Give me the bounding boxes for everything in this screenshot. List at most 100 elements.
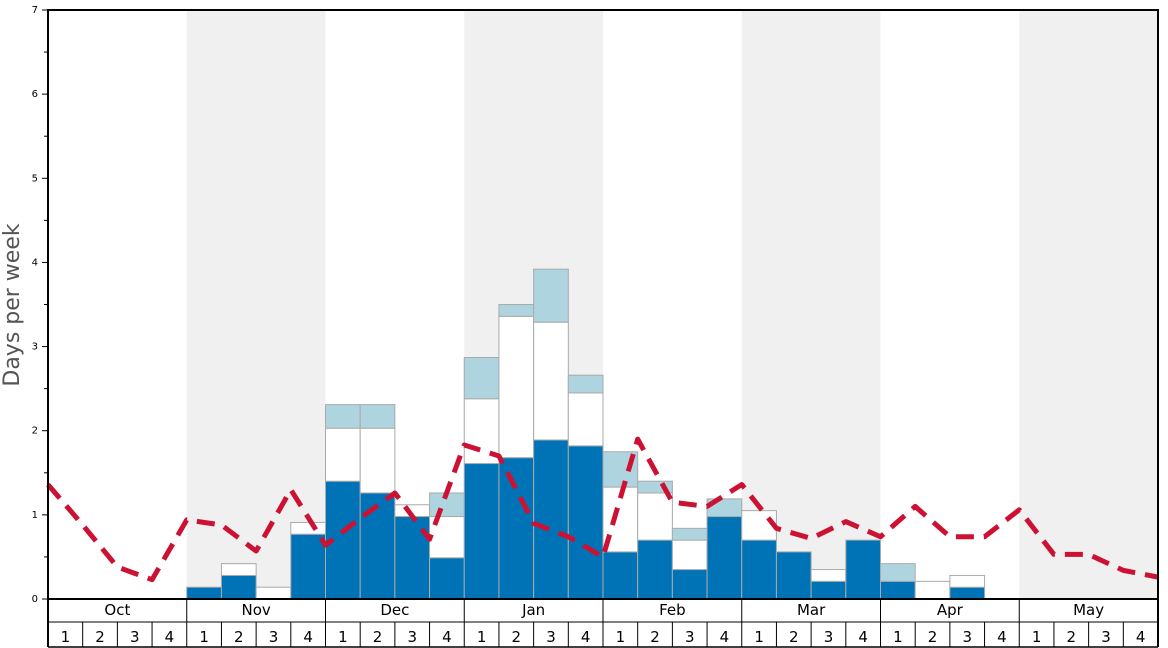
bar-primary-week-17 (602, 551, 639, 600)
month-shade-nov (186, 10, 326, 599)
month-shade-may (1019, 10, 1158, 599)
bar-secondary-week-26 (914, 580, 951, 600)
week-label-jan-2: 2 (512, 628, 522, 646)
month-label-nov: Nov (241, 601, 270, 619)
week-label-apr-3: 3 (962, 628, 972, 646)
bar-primary-week-6 (220, 574, 257, 600)
week-label-may-1: 1 (1032, 628, 1042, 646)
bar-primary-week-19 (671, 569, 708, 600)
month-shade-mar (741, 10, 881, 599)
bar-primary-week-14 (498, 457, 535, 600)
bar-primary-week-22 (775, 551, 812, 600)
week-label-may-2: 2 (1067, 628, 1077, 646)
month-label-apr: Apr (937, 601, 964, 619)
week-label-dec-3: 3 (407, 628, 417, 646)
dashed-line-series (46, 436, 1159, 583)
bar-secondary-week-7 (255, 586, 292, 600)
bar-primary-week-10 (359, 492, 396, 600)
week-label-feb-1: 1 (616, 628, 626, 646)
bar-secondary-week-14 (498, 315, 535, 459)
bar-secondary-week-10 (359, 427, 396, 494)
y-tick-label: 3 (32, 342, 38, 353)
bar-tertiary-week-25 (880, 563, 916, 582)
bar-primary-week-24 (845, 539, 881, 600)
bar-secondary-week-16 (567, 392, 604, 447)
y-tick-label: 7 (32, 5, 38, 16)
month-label-oct: Oct (104, 601, 130, 619)
bar-primary-week-18 (637, 539, 673, 600)
bar-primary-week-5 (186, 586, 222, 600)
week-label-apr-2: 2 (928, 628, 938, 646)
bar-tertiary-week-15 (533, 268, 569, 323)
y-tick-label: 1 (32, 510, 38, 521)
week-label-dec-4: 4 (442, 628, 452, 646)
bar-tertiary-week-10 (359, 404, 396, 429)
month-label-may: May (1073, 601, 1104, 619)
y-tick-label: 5 (32, 173, 38, 184)
week-label-may-3: 3 (1101, 628, 1111, 646)
bar-tertiary-week-9 (325, 404, 361, 429)
month-label-jan: Jan (521, 601, 545, 619)
y-tick-label: 2 (32, 426, 38, 437)
bar-primary-week-27 (949, 586, 986, 600)
y-tick-label: 4 (32, 257, 38, 268)
bar-secondary-week-15 (533, 321, 569, 441)
week-label-mar-3: 3 (824, 628, 834, 646)
week-label-nov-2: 2 (234, 628, 244, 646)
week-label-feb-2: 2 (650, 628, 660, 646)
week-label-apr-4: 4 (997, 628, 1007, 646)
bar-tertiary-week-16 (567, 374, 604, 394)
bar-secondary-week-8 (290, 521, 326, 535)
y-tick-label: 0 (32, 594, 38, 605)
line-series-1 (46, 436, 1159, 583)
bar-tertiary-week-18 (637, 480, 673, 494)
month-label-feb: Feb (659, 601, 686, 619)
bar-primary-week-16 (567, 445, 604, 600)
month-label-mar: Mar (797, 601, 826, 619)
bar-primary-week-23 (810, 580, 847, 600)
y-axis-label: Days per week (0, 223, 25, 386)
week-label-oct-4: 4 (165, 628, 175, 646)
y-tick-label: 6 (32, 89, 38, 100)
bar-secondary-week-19 (671, 539, 708, 571)
week-label-may-4: 4 (1136, 628, 1146, 646)
week-label-oct-3: 3 (130, 628, 140, 646)
week-label-jan-3: 3 (546, 628, 556, 646)
week-label-dec-2: 2 (373, 628, 383, 646)
week-label-oct-1: 1 (61, 628, 71, 646)
bar-primary-week-12 (429, 557, 465, 600)
week-label-feb-4: 4 (720, 628, 730, 646)
bar-primary-week-25 (880, 580, 916, 600)
bar-secondary-week-23 (810, 569, 847, 582)
bar-tertiary-week-13 (463, 357, 500, 400)
week-label-jan-4: 4 (581, 628, 591, 646)
bar-primary-week-8 (290, 533, 326, 600)
week-label-feb-3: 3 (685, 628, 695, 646)
week-label-jan-1: 1 (477, 628, 487, 646)
bar-secondary-week-27 (949, 574, 986, 588)
bar-primary-week-15 (533, 439, 569, 600)
bar-secondary-week-21 (741, 510, 777, 541)
week-label-apr-1: 1 (893, 628, 903, 646)
bar-secondary-week-6 (220, 563, 257, 576)
bar-tertiary-week-19 (671, 527, 708, 541)
bar-primary-week-13 (463, 463, 500, 600)
week-label-oct-2: 2 (95, 628, 105, 646)
bar-secondary-week-9 (325, 427, 361, 482)
bar-primary-week-21 (741, 539, 777, 600)
week-label-dec-1: 1 (338, 628, 348, 646)
week-label-nov-3: 3 (269, 628, 279, 646)
week-label-mar-4: 4 (858, 628, 868, 646)
month-label-dec: Dec (380, 601, 409, 619)
week-label-nov-4: 4 (303, 628, 313, 646)
y-axis: 0 1 2 3 4 5 6 7 (32, 5, 48, 605)
bar-tertiary-week-14 (498, 304, 535, 317)
bar-primary-week-20 (706, 516, 743, 600)
week-label-nov-1: 1 (199, 628, 209, 646)
x-axis: Oct 1 2 3 4 Nov 1 2 3 4 Dec 1 2 3 4 Jan 1 2 3 4 Feb 1 2 3 4 Mar 1 2… (47, 599, 1159, 648)
week-label-mar-1: 1 (754, 628, 764, 646)
bar-secondary-week-18 (637, 492, 673, 541)
week-label-mar-2: 2 (789, 628, 799, 646)
bar-secondary-week-13 (463, 398, 500, 465)
